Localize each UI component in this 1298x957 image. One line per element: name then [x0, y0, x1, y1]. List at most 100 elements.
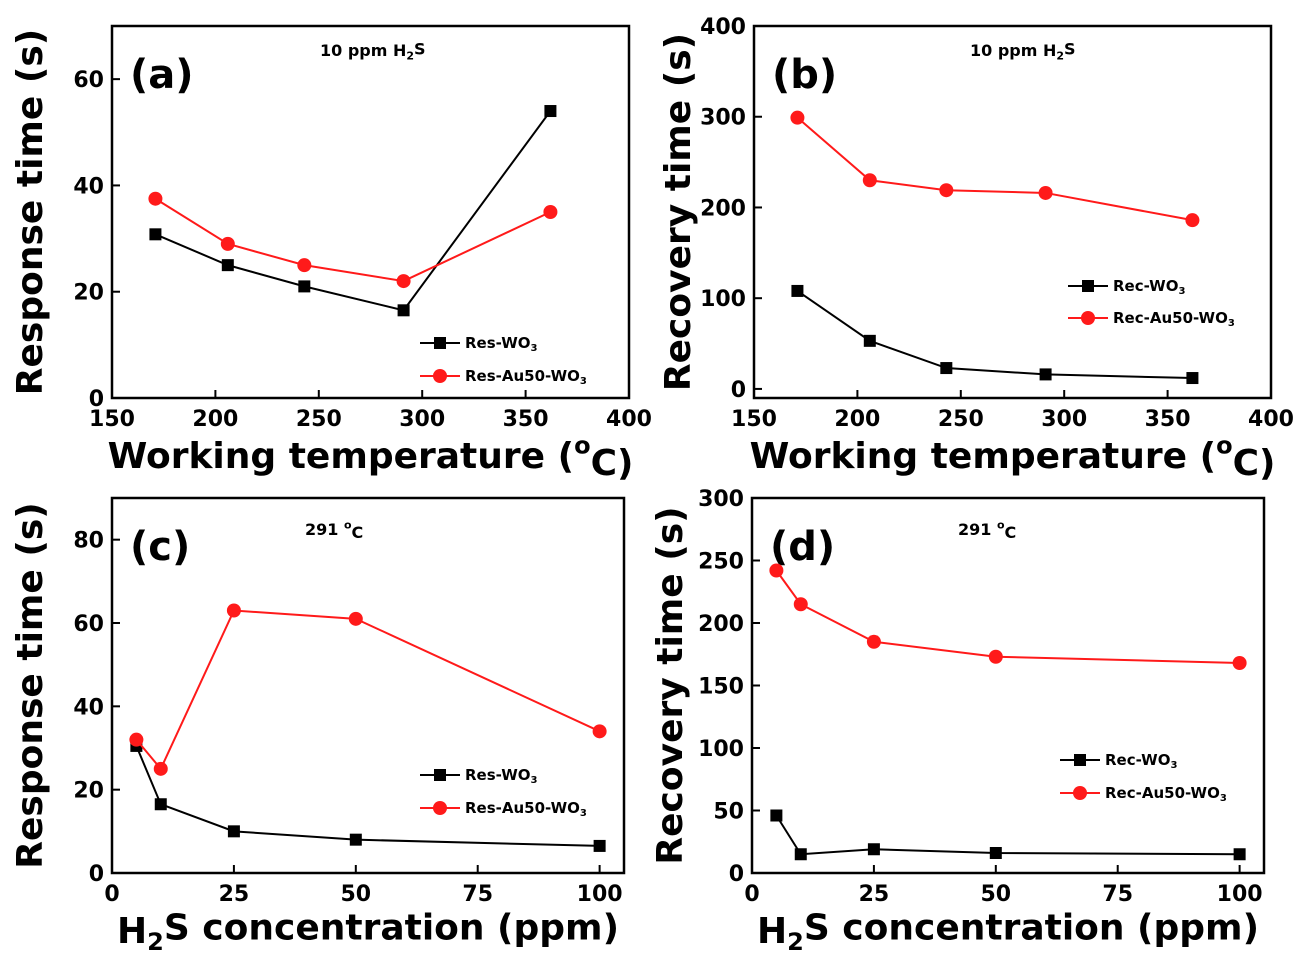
panel-label: (c) — [130, 524, 190, 570]
x-axis-title-main: Working temperature ( — [108, 436, 575, 477]
y-tick-label: 60 — [73, 612, 104, 637]
x-axis-title-sub: 2 — [147, 928, 164, 956]
data-point-square — [791, 284, 804, 297]
data-point-circle — [1185, 213, 1200, 228]
data-point-circle — [793, 597, 808, 612]
legend-label-sub: 3 — [1220, 793, 1227, 804]
x-axis-title-sub: 2 — [787, 928, 804, 956]
legend-label: Rec-Au50-WO3 — [1113, 309, 1235, 329]
y-tick-label: 0 — [729, 862, 744, 887]
legend-label-sub: 3 — [1178, 286, 1185, 297]
series-line — [796, 290, 1193, 380]
plot-frame — [110, 496, 626, 875]
data-point-square — [863, 334, 876, 347]
x-axis-title-post: S concentration (ppm) — [164, 907, 619, 948]
data-point-circle — [129, 732, 144, 747]
condition-annotation: 10 ppm H2S — [970, 40, 1076, 63]
data-point-circle — [939, 183, 954, 198]
x-tick-label: 300 — [399, 407, 445, 432]
series-line — [796, 116, 1193, 222]
y-tick-label: 20 — [73, 281, 104, 306]
condition-annotation-main: 10 ppm H — [970, 41, 1056, 60]
legend-marker-square — [434, 337, 446, 349]
x-axis-title: H2S concentration (ppm) — [117, 907, 619, 956]
data-point-circle — [769, 563, 784, 578]
legend-label: Res-WO3 — [465, 334, 538, 354]
x-axis-title-post: S concentration (ppm) — [804, 907, 1259, 948]
legend-label-sub: 3 — [1228, 318, 1235, 329]
x-tick-label: 200 — [834, 407, 880, 432]
y-tick-label: 20 — [73, 779, 104, 804]
x-tick-label: 25 — [859, 882, 890, 907]
legend-label-main: Rec-Au50-WO — [1105, 784, 1220, 802]
legend-marker-circle — [433, 801, 447, 815]
series-wo3 — [130, 739, 606, 852]
x-tick-label: 200 — [192, 407, 238, 432]
data-point-square — [544, 105, 557, 118]
x-axis-title-post: C) — [591, 443, 634, 484]
data-point-square — [989, 847, 1002, 859]
data-point-square — [1039, 368, 1052, 381]
condition-annotation-main: 291 — [305, 520, 344, 539]
y-tick-label: 100 — [698, 737, 744, 762]
condition-annotation: 10 ppm H2S — [320, 40, 426, 63]
y-axis-title: Recovery time (s) — [658, 33, 699, 391]
legend-label: Res-WO3 — [465, 766, 538, 786]
x-tick-label: 350 — [1145, 407, 1191, 432]
y-tick-label: 40 — [73, 174, 104, 199]
y-tick-label: 300 — [698, 487, 744, 512]
legend-marker-circle — [1073, 786, 1087, 800]
x-tick-label: 0 — [104, 882, 119, 907]
x-axis-title: Working temperature (oC) — [750, 432, 1276, 485]
data-point-circle — [220, 236, 235, 251]
condition-annotation-main: 291 — [958, 520, 997, 539]
y-axis-title: Recovery time (s) — [650, 506, 691, 864]
x-tick-label: 100 — [1217, 882, 1263, 907]
legend-label-sub: 3 — [580, 376, 587, 387]
condition-annotation-sup: o — [344, 518, 352, 531]
condition-annotation-sub: 2 — [406, 49, 414, 62]
data-point-square — [794, 848, 807, 861]
data-point-circle — [1232, 656, 1247, 670]
y-tick-label: 400 — [700, 15, 746, 40]
series-au50-wo3 — [148, 191, 558, 289]
x-axis-title-post: C) — [1233, 443, 1276, 484]
legend-label: Rec-WO3 — [1105, 751, 1177, 771]
data-point-circle — [1038, 185, 1053, 200]
data-point-square — [349, 833, 362, 846]
x-tick-label: 150 — [89, 407, 135, 432]
y-tick-label: 250 — [698, 550, 744, 575]
data-point-square — [940, 362, 953, 375]
series-wo3 — [770, 809, 1246, 861]
panel-label: (a) — [130, 52, 194, 98]
x-tick-label: 250 — [296, 407, 342, 432]
legend-marker-square — [434, 769, 446, 781]
data-point-square — [298, 280, 311, 293]
chart-panel-d: 0 25 50 75 100 0 50 100 150 200 250 300 Recovery tim… — [650, 487, 1266, 956]
plot-frame — [752, 24, 1273, 400]
condition-annotation-main: 10 ppm H — [320, 41, 406, 60]
series-line — [135, 609, 601, 771]
legend-marker-circle — [433, 369, 447, 383]
x-tick-label: 75 — [1102, 882, 1133, 907]
data-point-circle — [543, 205, 558, 219]
legend-label-main: Res-WO — [465, 334, 531, 352]
chart-panel-c: 0 25 50 75 100 0 20 40 60 80 Response time (s) H2S … — [10, 496, 626, 956]
legend-marker-circle — [1081, 311, 1095, 325]
condition-annotation-sup: o — [997, 518, 1005, 531]
y-tick-label: 0 — [89, 387, 104, 412]
legend-label-main: Rec-WO — [1113, 277, 1178, 295]
data-point-circle — [153, 761, 168, 776]
series-line — [135, 745, 600, 847]
y-tick-label: 0 — [89, 862, 104, 887]
series-line — [775, 814, 1240, 856]
y-tick-label: 300 — [700, 106, 746, 131]
x-tick-label: 0 — [744, 882, 759, 907]
y-tick-label: 200 — [700, 196, 746, 221]
chart-panel-b: 150 200 250 300 350 4000100200300400Recovery … — [658, 15, 1294, 484]
x-axis-title-sup: o — [574, 432, 591, 460]
x-tick-label: 50 — [980, 882, 1011, 907]
x-tick-label: 150 — [731, 407, 777, 432]
y-tick-label: 40 — [73, 695, 104, 720]
x-tick-label: 50 — [340, 882, 371, 907]
